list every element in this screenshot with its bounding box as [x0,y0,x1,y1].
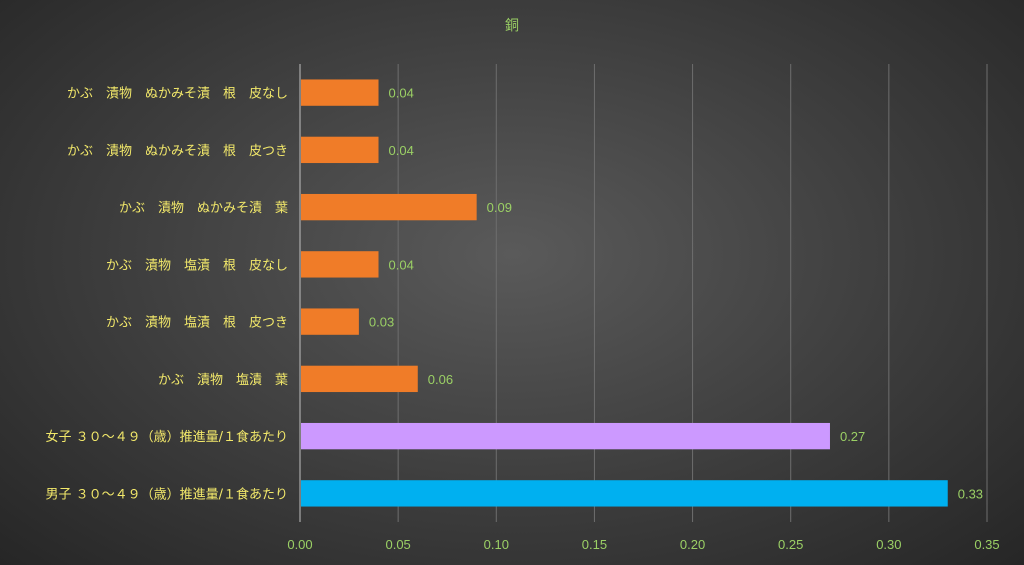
category-label: かぶ 漬物 塩漬 葉 [158,373,288,388]
x-tick-label: 0.00 [287,537,312,552]
bar [301,365,418,393]
data-label: 0.06 [428,372,453,387]
x-tick-label: 0.15 [582,537,607,552]
bar [301,422,830,450]
category-label: かぶ 漬物 塩漬 根 皮なし [106,258,288,273]
bar [301,79,379,106]
category-label: かぶ 漬物 ぬかみそ漬 葉 [119,201,288,216]
category-label: 男子 ３０～４９（歳）推進量/１食あたり [45,486,288,502]
x-tick-label: 0.05 [385,537,410,552]
bar [301,480,948,507]
data-label: 0.04 [389,143,414,158]
data-label: 0.04 [389,86,414,101]
bar [301,193,477,221]
category-label: かぶ 漬物 塩漬 根 皮つき [106,316,288,331]
category-label: かぶ 漬物 ぬかみそ漬 根 皮つき [67,144,288,159]
ticks-layer: 0.00 0.05 0.10 0.15 0.20 0.25 0.30 0.35 [287,537,999,552]
data-label: 0.04 [389,257,414,272]
x-tick-label: 0.10 [484,537,509,552]
data-label: 0.27 [840,429,865,444]
chart-title: 銅 [505,18,519,34]
category-label: かぶ 漬物 ぬかみそ漬 根 皮なし [67,87,288,102]
data-label: 0.33 [958,486,983,501]
x-tick-label: 0.35 [974,537,999,552]
x-tick-label: 0.20 [680,537,705,552]
data-label: 0.03 [369,315,394,330]
labels-layer: かぶ 漬物 ぬかみそ漬 根 皮なし 0.04 かぶ 漬物 ぬかみそ漬 根 皮つき 0.… [45,86,983,503]
x-tick-label: 0.25 [778,537,803,552]
x-tick-label: 0.30 [876,537,901,552]
data-label: 0.09 [487,200,512,215]
bar [301,308,359,335]
bar [301,251,379,278]
grid-layer [299,64,988,522]
bar [301,136,379,164]
bars-layer [301,79,948,507]
category-label: 女子 ３０～４９（歳）推進量/１食あたり [45,429,288,445]
